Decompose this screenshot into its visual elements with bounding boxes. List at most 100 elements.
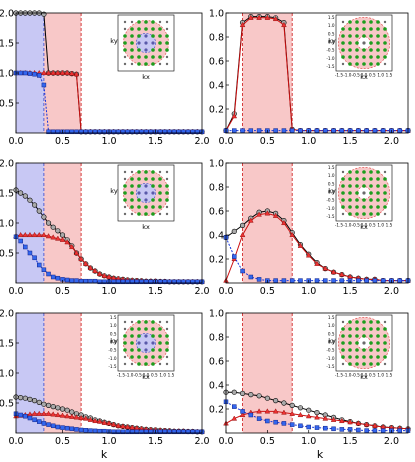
inset-point <box>165 198 169 202</box>
inset-y-tick-label: -1.5 <box>108 364 117 369</box>
data-point <box>372 422 378 428</box>
data-point <box>356 278 361 283</box>
data-point <box>256 128 262 133</box>
inset-point <box>362 212 366 216</box>
data-point <box>185 429 191 435</box>
inset-point <box>362 334 366 338</box>
inset-point <box>165 327 169 331</box>
data-point <box>364 428 369 433</box>
inset-point <box>158 334 162 338</box>
inset-point <box>165 341 169 345</box>
x-tick-label: 0.5 <box>260 136 275 147</box>
inset-y-tick-label: -0.5 <box>326 48 335 53</box>
inset-point <box>369 327 373 331</box>
inset-point <box>362 327 366 331</box>
inset-x-label: kx <box>360 73 368 81</box>
inset-point <box>348 20 352 24</box>
data-point <box>27 396 33 403</box>
inset-point <box>369 320 373 324</box>
inset-y-tick-label: 0.0 <box>110 340 117 345</box>
inset-point <box>362 55 366 59</box>
inset-point <box>123 320 127 324</box>
inset-y-tick-label: -0.5 <box>326 348 335 353</box>
inset-point <box>355 212 359 216</box>
inset: kx ky <box>110 14 175 81</box>
inset-y-tick-label: -1.5 <box>326 64 335 69</box>
data-point <box>297 405 304 411</box>
data-point <box>50 69 57 76</box>
data-point <box>23 413 28 419</box>
inset-point <box>355 327 359 331</box>
data-point <box>231 228 237 234</box>
inset-point <box>123 191 127 195</box>
data-point <box>176 279 181 285</box>
data-point <box>264 210 271 216</box>
inset-x-tick-label: 0.5 <box>369 373 376 378</box>
data-point <box>232 404 237 409</box>
y-tick-label: 1.5 <box>0 189 14 200</box>
data-point <box>96 270 103 277</box>
x-tick-label: 1.5 <box>148 136 163 147</box>
data-point <box>130 429 135 435</box>
data-point <box>50 404 56 410</box>
data-point <box>273 128 278 133</box>
x-tick-label: 1.0 <box>101 136 116 147</box>
inset-point <box>362 184 366 188</box>
inset-point <box>151 62 155 66</box>
inset-point <box>137 20 141 24</box>
inset-point <box>137 348 141 352</box>
inset-point <box>383 48 387 52</box>
data-point <box>55 405 61 411</box>
data-point <box>289 422 295 427</box>
inset-point <box>383 20 387 24</box>
inset-x-tick-label: 1.5 <box>386 373 393 378</box>
inset-point <box>158 212 162 216</box>
data-point <box>143 129 149 135</box>
data-point <box>50 423 56 429</box>
inset-point <box>130 27 134 31</box>
data-point <box>120 129 126 135</box>
inset-point <box>369 348 373 352</box>
inset-point <box>383 327 387 331</box>
plot-frame <box>225 162 409 284</box>
inset-point <box>376 20 380 24</box>
data-point <box>36 231 43 238</box>
inset-point <box>151 355 155 359</box>
inset-point <box>123 41 127 45</box>
inset-point <box>151 348 155 352</box>
inset-point <box>123 341 127 345</box>
data-point <box>289 128 295 133</box>
data-point <box>120 429 126 435</box>
data-point <box>36 208 42 214</box>
data-point <box>18 190 24 196</box>
data-point <box>181 279 186 285</box>
inset-point <box>369 198 373 202</box>
data-point <box>256 14 262 20</box>
data-point <box>240 409 245 414</box>
inset-x-tick-label: -0.5 <box>352 223 361 228</box>
x-tick-label: 1.0 <box>301 136 316 147</box>
data-point <box>330 269 337 275</box>
y-tick-label: 0.6 <box>209 57 224 68</box>
inset-point <box>383 177 387 181</box>
inset-point <box>165 205 169 209</box>
inset-x-tick-label: 1.0 <box>159 373 166 378</box>
data-point <box>50 224 56 230</box>
x-tick-label: 0.5 <box>55 286 70 297</box>
y-tick-label: 2.0 <box>0 9 14 20</box>
inset-point <box>158 205 162 209</box>
data-point <box>101 272 108 278</box>
data-point <box>110 421 117 427</box>
inset-point <box>151 41 155 45</box>
data-point <box>27 197 33 203</box>
inset-point <box>341 34 345 38</box>
data-point <box>256 408 262 414</box>
inset-point <box>144 20 148 24</box>
data-point <box>78 255 84 262</box>
inset-point <box>383 320 387 324</box>
inset-point <box>130 34 134 38</box>
inset-point <box>165 170 169 174</box>
inset-y-tick-label: -0.5 <box>108 348 117 353</box>
